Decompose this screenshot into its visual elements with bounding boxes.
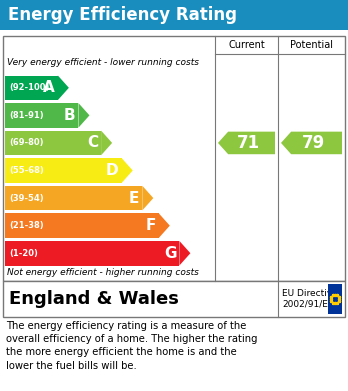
Polygon shape xyxy=(5,131,101,155)
Bar xyxy=(0,0,348,30)
Polygon shape xyxy=(5,186,142,210)
Text: F: F xyxy=(145,218,156,233)
Text: B: B xyxy=(64,108,76,123)
Polygon shape xyxy=(180,241,190,265)
Text: England & Wales: England & Wales xyxy=(9,290,179,308)
Text: A: A xyxy=(43,80,55,95)
Text: (55-68): (55-68) xyxy=(9,166,44,175)
Bar xyxy=(3,36,345,281)
Polygon shape xyxy=(142,186,153,210)
Polygon shape xyxy=(101,131,112,155)
Text: G: G xyxy=(164,246,176,261)
Polygon shape xyxy=(58,75,69,100)
Polygon shape xyxy=(5,241,180,265)
Text: 2002/91/EC: 2002/91/EC xyxy=(282,300,334,308)
Bar xyxy=(328,284,342,314)
Polygon shape xyxy=(78,103,89,127)
Polygon shape xyxy=(5,158,122,183)
Polygon shape xyxy=(159,213,170,238)
Polygon shape xyxy=(281,132,342,154)
Text: (1-20): (1-20) xyxy=(9,249,38,258)
Text: C: C xyxy=(87,135,98,151)
Text: (39-54): (39-54) xyxy=(9,194,44,203)
Text: Not energy efficient - higher running costs: Not energy efficient - higher running co… xyxy=(7,268,199,277)
Text: 71: 71 xyxy=(236,134,260,152)
Text: (21-38): (21-38) xyxy=(9,221,44,230)
Text: (69-80): (69-80) xyxy=(9,138,44,147)
Polygon shape xyxy=(218,132,275,154)
Polygon shape xyxy=(122,158,133,183)
Text: 79: 79 xyxy=(301,134,325,152)
Text: (81-91): (81-91) xyxy=(9,111,44,120)
Polygon shape xyxy=(5,213,159,238)
Text: (92-100): (92-100) xyxy=(9,83,49,92)
Text: Energy Efficiency Rating: Energy Efficiency Rating xyxy=(8,6,237,24)
Text: The energy efficiency rating is a measure of the
overall efficiency of a home. T: The energy efficiency rating is a measur… xyxy=(6,321,258,371)
Text: EU Directive: EU Directive xyxy=(282,289,338,298)
Text: Potential: Potential xyxy=(290,40,333,50)
Text: D: D xyxy=(106,163,119,178)
Text: E: E xyxy=(129,190,139,206)
Bar xyxy=(3,281,345,317)
Polygon shape xyxy=(5,75,58,100)
Text: Very energy efficient - lower running costs: Very energy efficient - lower running co… xyxy=(7,58,199,67)
Polygon shape xyxy=(5,103,78,127)
Text: Current: Current xyxy=(228,40,265,50)
